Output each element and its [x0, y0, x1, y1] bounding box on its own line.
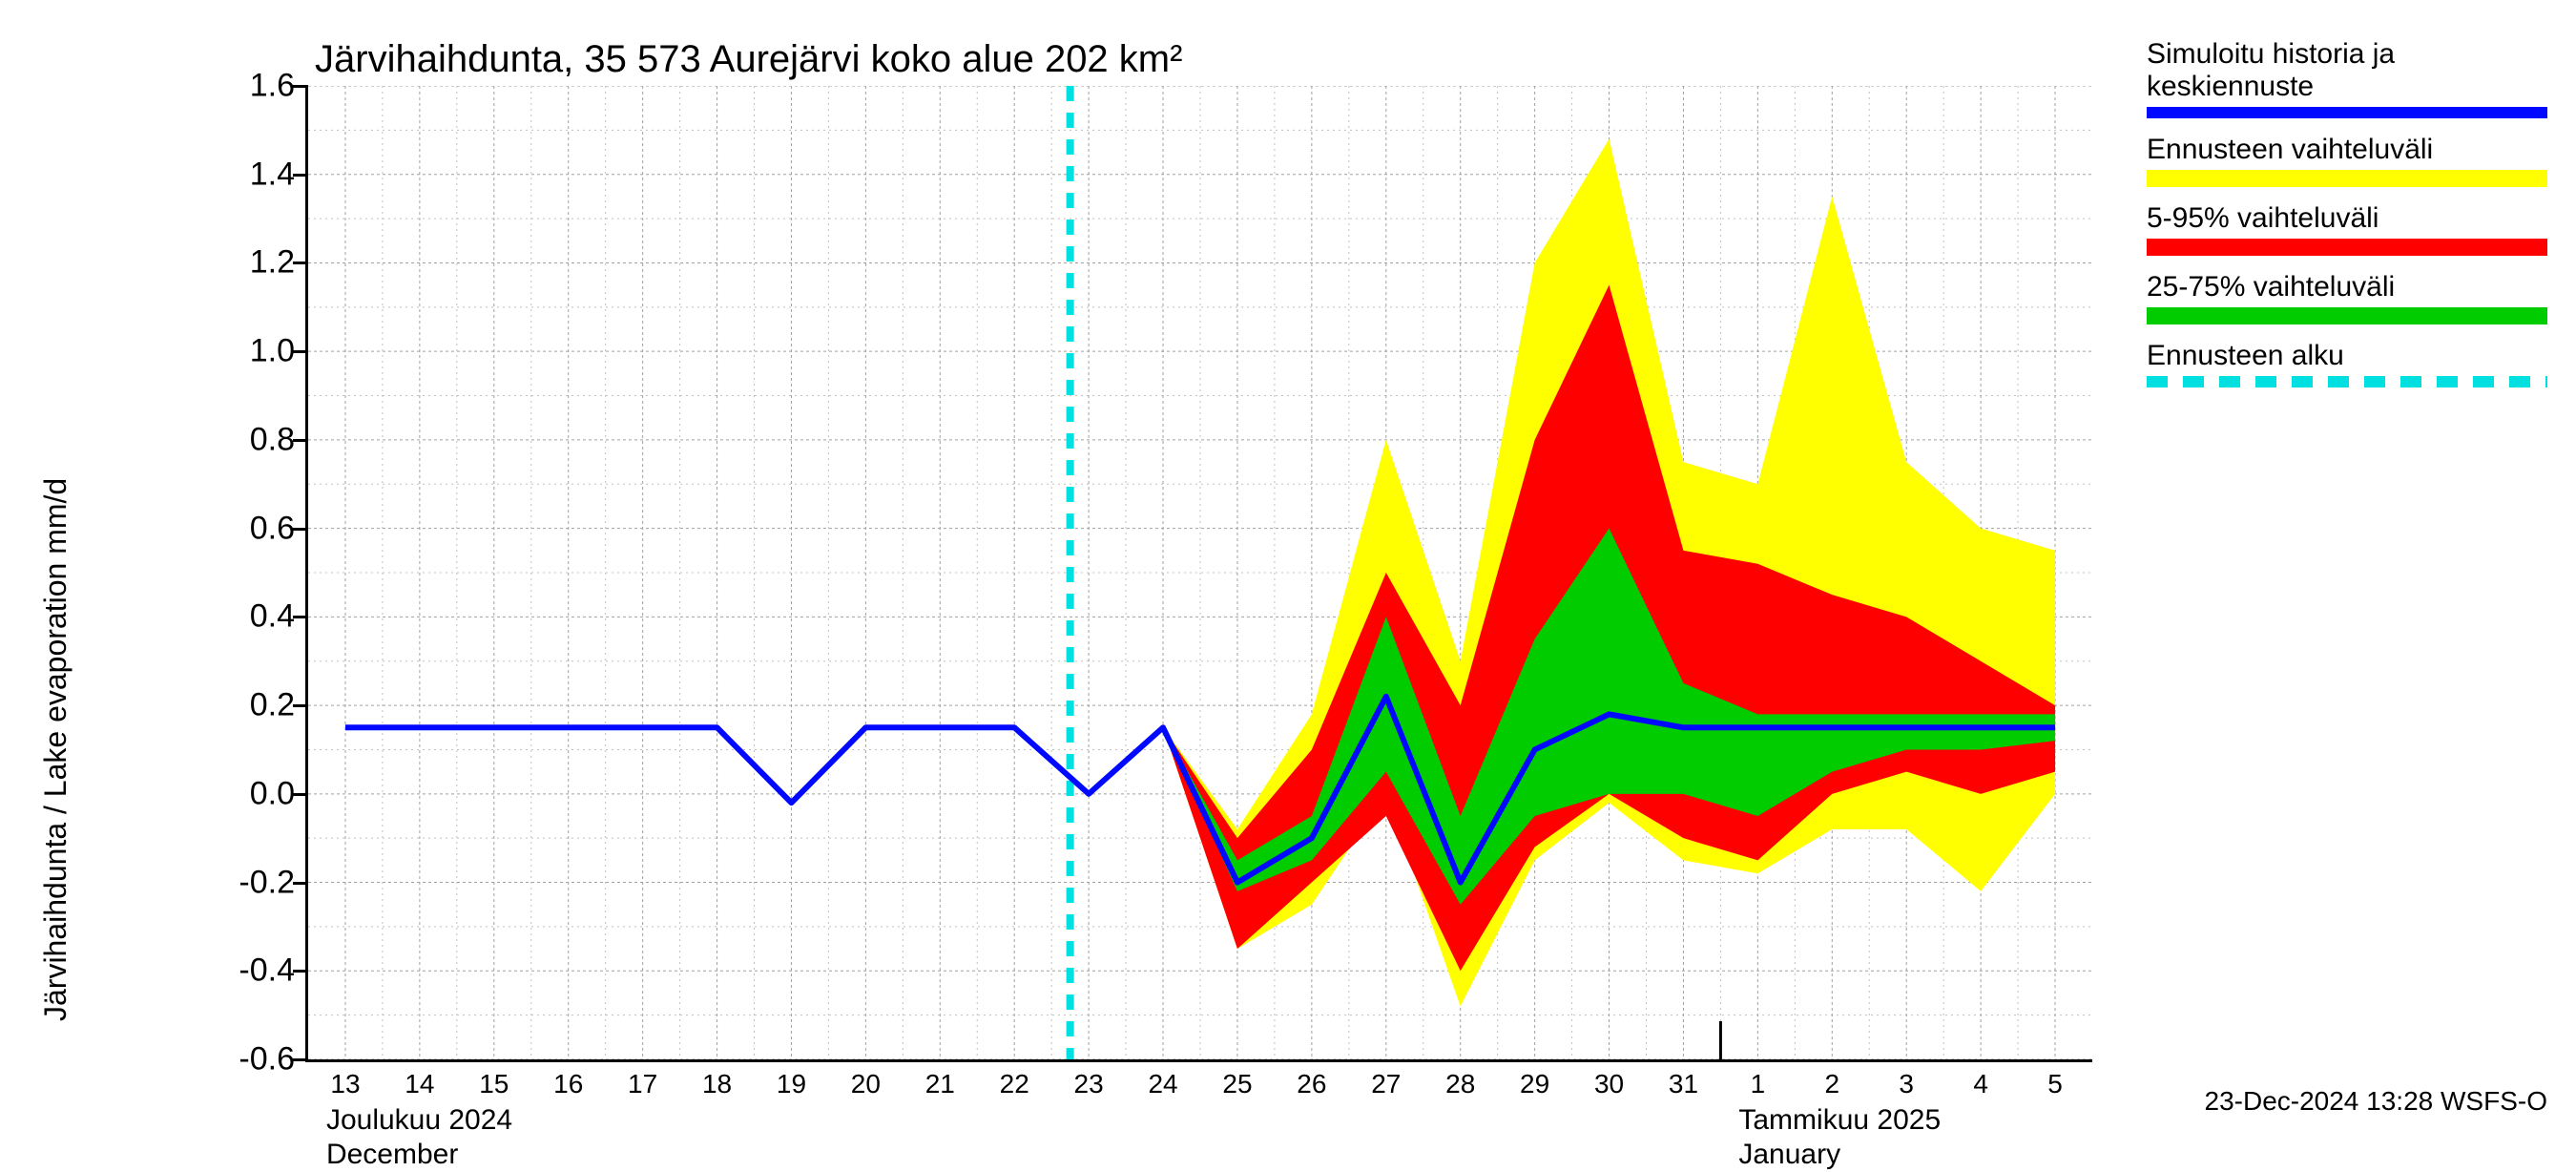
x-tick-label: 26: [1297, 1059, 1326, 1099]
x-tick-label: 27: [1371, 1059, 1401, 1099]
legend-label: Ennusteen alku: [2147, 340, 2547, 372]
legend-swatch: [2147, 376, 2547, 387]
x-tick-label: 31: [1669, 1059, 1698, 1099]
legend-label: 25-75% vaihteluväli: [2147, 271, 2547, 303]
plot-area: -0.6-0.4-0.20.00.20.40.60.81.01.21.41.61…: [305, 86, 2092, 1062]
x-month-label: Joulukuu 2024December: [326, 1059, 512, 1172]
legend-swatch: [2147, 239, 2547, 256]
x-tick-label: 29: [1520, 1059, 1549, 1099]
x-tick-label: 5: [2047, 1059, 2063, 1099]
x-tick-label: 28: [1445, 1059, 1475, 1099]
legend-entry: 25-75% vaihteluväli: [2147, 271, 2547, 324]
x-tick-label: 4: [1973, 1059, 1988, 1099]
x-month-label: Tammikuu 2025January: [1738, 1059, 1941, 1172]
y-tick-label: 0.0: [250, 775, 308, 812]
x-tick-label: 23: [1074, 1059, 1104, 1099]
legend-label: Ennusteen vaihteluväli: [2147, 134, 2547, 166]
plot-svg: [308, 86, 2092, 1059]
footer-timestamp: 23-Dec-2024 13:28 WSFS-O: [2205, 1086, 2548, 1117]
legend-swatch: [2147, 307, 2547, 324]
y-tick-label: -0.6: [239, 1041, 308, 1078]
y-tick-label: 0.2: [250, 687, 308, 724]
chart-title: Järvihaihdunta, 35 573 Aurejärvi koko al…: [315, 38, 1182, 81]
legend-label: Simuloitu historia ja keskiennuste: [2147, 38, 2547, 103]
y-tick-label: 1.0: [250, 333, 308, 370]
x-tick-label: 24: [1148, 1059, 1177, 1099]
y-tick-label: -0.4: [239, 952, 308, 990]
legend-label: 5-95% vaihteluväli: [2147, 202, 2547, 235]
legend-swatch: [2147, 170, 2547, 187]
x-tick-label: 20: [851, 1059, 881, 1099]
y-axis-label: Järvihaihdunta / Lake evaporation mm/d: [38, 478, 73, 1021]
y-tick-label: 1.2: [250, 244, 308, 282]
legend-entry: Ennusteen alku: [2147, 340, 2547, 387]
y-tick-label: 0.6: [250, 510, 308, 547]
y-tick-label: 1.4: [250, 156, 308, 193]
x-tick-label: 16: [553, 1059, 583, 1099]
x-tick-label: 19: [777, 1059, 806, 1099]
x-tick-label: 30: [1594, 1059, 1624, 1099]
x-tick-label: 22: [1000, 1059, 1029, 1099]
legend: Simuloitu historia ja keskiennuste Ennust…: [2147, 38, 2547, 403]
x-tick-label: 21: [925, 1059, 955, 1099]
y-tick-label: -0.2: [239, 864, 308, 901]
legend-swatch: [2147, 107, 2547, 118]
chart-page: Järvihaihdunta / Lake evaporation mm/d J…: [0, 0, 2576, 1145]
y-tick-label: 0.4: [250, 598, 308, 636]
y-tick-label: 1.6: [250, 68, 308, 105]
x-tick-label: 17: [628, 1059, 657, 1099]
legend-entry: Simuloitu historia ja keskiennuste: [2147, 38, 2547, 118]
legend-entry: Ennusteen vaihteluväli: [2147, 134, 2547, 187]
x-tick-label: 18: [702, 1059, 732, 1099]
legend-entry: 5-95% vaihteluväli: [2147, 202, 2547, 256]
y-tick-label: 0.8: [250, 421, 308, 458]
x-tick-label: 25: [1222, 1059, 1252, 1099]
